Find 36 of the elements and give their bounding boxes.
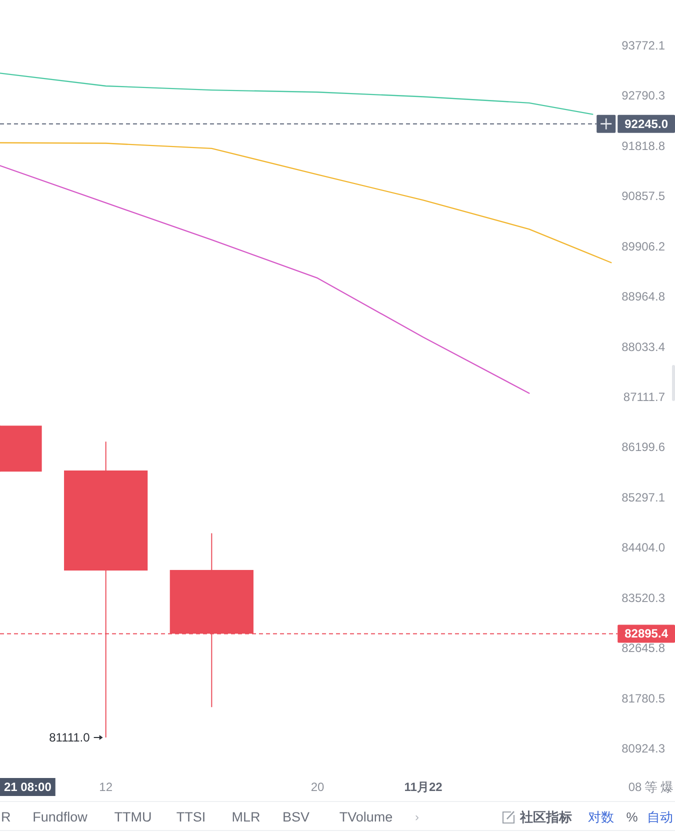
- y-tick-label: 90857.5: [622, 189, 666, 204]
- y-tick-label: 89906.2: [622, 239, 666, 254]
- y-tick-label: 88033.4: [622, 340, 666, 354]
- text: R: [1, 810, 11, 824]
- ref-line-label: 82895.4: [624, 626, 668, 641]
- y-tick-label: 81780.5: [622, 691, 666, 706]
- x-tick-label: 08: [628, 780, 642, 794]
- text: Fundflow: [32, 810, 88, 824]
- annotation: 81111.0: [49, 730, 90, 745]
- y-tick-label: 87111.7: [623, 390, 666, 404]
- y-tick-label: 82645.8: [622, 641, 666, 656]
- text: MLR: [232, 810, 260, 824]
- text: 对数: [588, 810, 614, 824]
- x-tick-label: 20: [310, 780, 324, 794]
- text: 社区指标: [520, 810, 572, 824]
- x-tick-label: 11月22: [404, 780, 443, 794]
- y-tick-label: 84404.0: [622, 540, 666, 555]
- y-tick-label: 92790.3: [622, 88, 666, 103]
- y-tick-label: 93772.1: [622, 38, 666, 52]
- y-tick-label: 83520.3: [622, 590, 666, 605]
- y-tick-label: 80924.3: [622, 742, 666, 756]
- text: ›: [415, 810, 419, 824]
- text: TTSI: [176, 810, 206, 824]
- text: BSV: [282, 810, 310, 824]
- text: TTMU: [114, 810, 152, 824]
- y-tick-label: 85297.1: [622, 490, 666, 504]
- y-tick-label: 88964.8: [622, 290, 666, 304]
- text: TVolume: [339, 810, 393, 824]
- x-tick-label: 12: [99, 780, 113, 794]
- y-tick-label: 91818.8: [622, 138, 666, 153]
- text: 自动: [647, 810, 673, 824]
- y-tick-label: 86199.6: [622, 440, 666, 454]
- ref-line-label: 92245.0: [624, 116, 668, 131]
- text: 等: [644, 780, 658, 794]
- text: %: [626, 810, 638, 824]
- text: 爆: [660, 780, 674, 794]
